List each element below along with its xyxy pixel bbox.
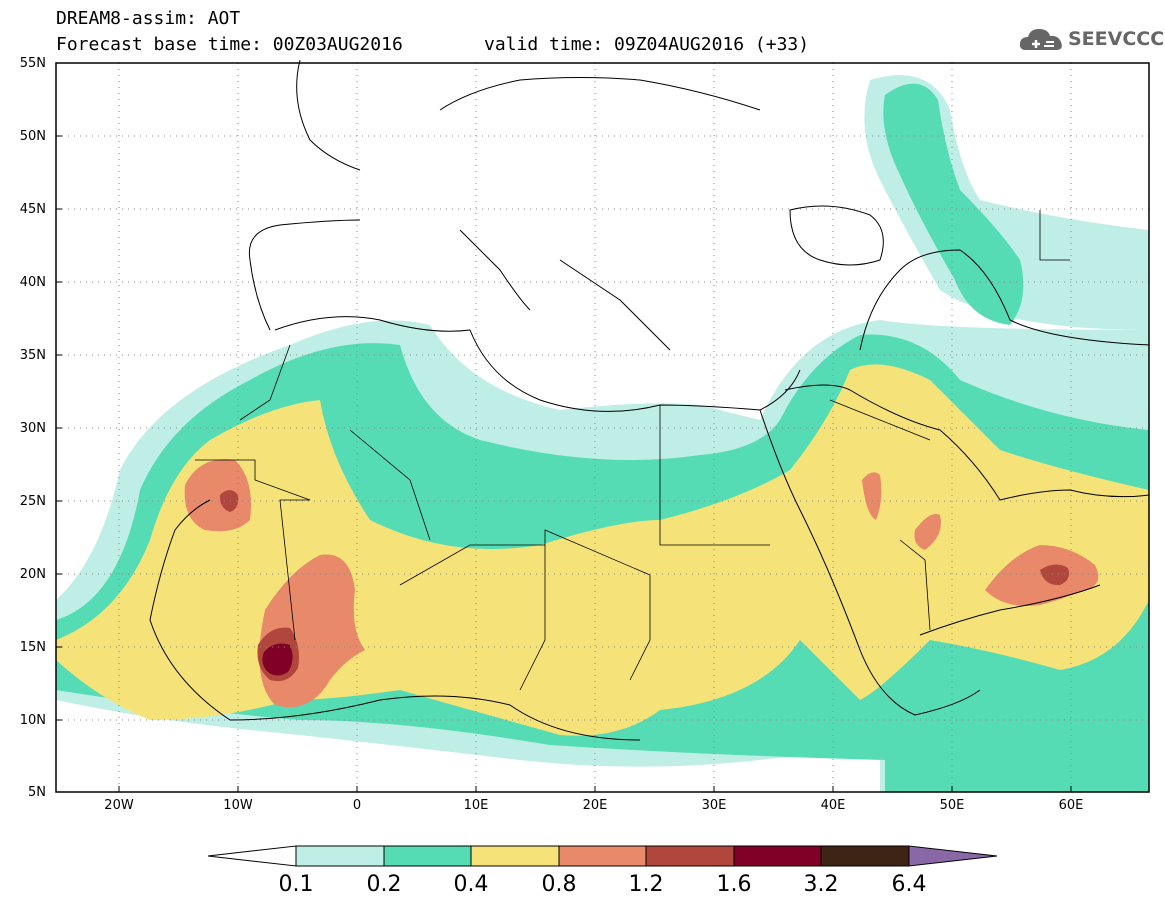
borders [195, 210, 1070, 691]
graticule [56, 63, 1149, 792]
lon-label-60e: 60E [1058, 798, 1084, 813]
lat-label-15n: 15N [19, 640, 46, 655]
colorbar-label-0.1: 0.1 [278, 872, 314, 897]
colorbar-label-0.4: 0.4 [453, 872, 489, 897]
aot-contour-1.6 [262, 643, 293, 676]
colorbar-bin-7 [820, 845, 910, 867]
colorbar-label-0.8: 0.8 [541, 872, 577, 897]
aot-field [56, 75, 1149, 792]
colorbar-bin-3 [470, 845, 560, 867]
lat-label-25n: 25N [19, 494, 46, 509]
coastlines [149, 59, 1150, 741]
colorbar-label-1.6: 1.6 [716, 872, 752, 897]
lat-label-40n: 40N [19, 275, 46, 290]
lat-label-20n: 20N [19, 567, 46, 582]
lat-label-35n: 35N [19, 348, 46, 363]
logo-text: SEEVCCC [1068, 28, 1165, 50]
colorbar-label-1.2: 1.2 [628, 872, 664, 897]
colorbar [207, 845, 998, 867]
colorbar-high-arrow [908, 845, 998, 867]
lon-label-0: 0 [352, 798, 362, 813]
aot-contour-1.2-c [1040, 564, 1069, 586]
aot-contour-0.2-north [883, 83, 1024, 326]
lat-label-30n: 30N [19, 421, 46, 436]
lat-label-5n: 5N [28, 785, 46, 800]
forecast-base-time: Forecast base time: 00Z03AUG2016 [56, 34, 403, 55]
aot-contour-0.8-c [985, 545, 1099, 606]
lon-label-10e: 10E [463, 798, 489, 813]
aot-contour-0.8-d [914, 514, 941, 550]
map-title: DREAM8-assim: AOT [56, 8, 241, 29]
colorbar-low-arrow [207, 845, 297, 867]
lat-label-50n: 50N [19, 129, 46, 144]
cloud-icon [1019, 29, 1062, 50]
colorbar-label-0.2: 0.2 [366, 872, 402, 897]
lon-label-30e: 30E [701, 798, 727, 813]
aot-contour-1.2-a [219, 490, 239, 512]
lon-label-20e: 20E [582, 798, 608, 813]
valid-time: valid time: 09Z04AUG2016 (+33) [484, 34, 810, 55]
lon-label-10w: 10W [223, 798, 253, 813]
lon-label-40e: 40E [820, 798, 846, 813]
colorbar-bin-5 [645, 845, 735, 867]
colorbar-bin-4 [558, 845, 647, 867]
seevccc-logo: SEEVCCC [1018, 24, 1164, 56]
colorbar-label-6.4: 6.4 [891, 872, 927, 897]
lon-label-20w: 20W [104, 798, 134, 813]
tick-marks [56, 135, 1072, 792]
aot-contour-0.8-a [184, 459, 251, 532]
lat-label-10n: 10N [19, 713, 46, 728]
lat-label-55n: 55N [19, 56, 46, 71]
lon-label-50e: 50E [939, 798, 965, 813]
colorbar-bin-2 [383, 845, 472, 867]
aot-contour-0.8-e [862, 472, 882, 520]
colorbar-label-3.2: 3.2 [803, 872, 839, 897]
colorbar-bin-1 [295, 845, 385, 867]
colorbar-bin-6 [733, 845, 822, 867]
lat-label-45n: 45N [19, 202, 46, 217]
